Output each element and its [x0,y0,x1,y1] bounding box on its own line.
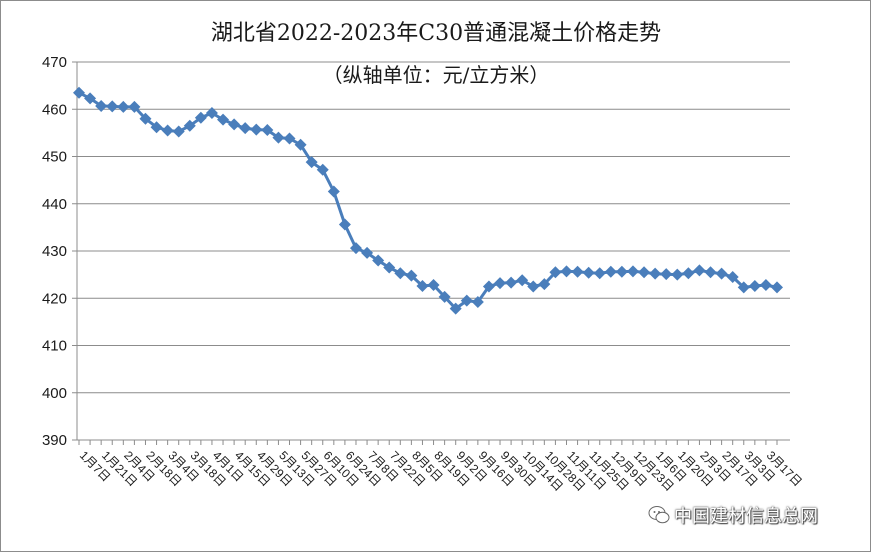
data-point [239,122,252,135]
data-point [560,265,573,278]
data-point [172,125,185,138]
data-point [505,276,518,289]
y-tick-label: 430 [42,243,67,260]
data-point [427,279,440,292]
y-tick-label: 460 [42,101,67,118]
y-tick-label: 410 [42,338,67,355]
data-point [106,100,119,113]
data-point [715,267,728,280]
data-point [205,107,218,120]
chart-subtitle: （纵轴单位：元/立方米） [323,63,550,87]
data-point [327,185,340,198]
y-tick-label: 400 [42,385,67,402]
data-point [349,242,362,255]
series-line [78,91,778,311]
data-point [372,254,385,267]
data-point [660,268,673,281]
data-point [183,119,196,132]
data-point [726,270,739,283]
data-point [538,278,551,291]
data-point [128,100,141,113]
y-tick-label: 420 [42,290,67,307]
data-point [693,264,706,277]
data-point [161,124,174,137]
data-point [771,281,783,294]
watermark: 中国建材信息总网 [648,502,818,528]
data-point [626,265,639,278]
data-point [704,266,717,279]
data-point [139,112,152,125]
data-point [527,280,540,293]
gridlines [77,61,790,441]
data-point [549,266,562,279]
y-tick-label: 440 [42,196,67,213]
data-point [84,92,97,105]
data-point [438,290,451,303]
y-tick-label: 390 [42,432,67,449]
price-series [73,86,783,315]
data-point [228,118,241,131]
data-point [305,156,318,169]
data-point [294,138,307,151]
data-point [494,277,507,290]
data-point [73,86,85,99]
y-tick-label: 450 [42,149,67,166]
wechat-icon [648,506,670,524]
data-point [150,121,163,134]
data-point [571,265,584,278]
data-point [217,113,230,126]
data-point [283,132,296,145]
data-point [383,261,396,274]
data-point [516,274,529,287]
data-point [649,267,662,280]
data-point [615,265,628,278]
data-point [471,296,484,309]
data-point [482,280,495,293]
data-point [117,100,130,113]
axes [72,61,790,445]
data-point [759,279,772,292]
data-point [416,279,429,292]
y-tick-labels: 390 400 410 420 430 440 450 460 470 [42,54,67,449]
data-point [250,123,263,136]
data-point [95,99,108,112]
data-point [394,267,407,280]
data-point [671,268,684,281]
data-point [737,281,750,294]
data-point [261,124,274,137]
y-tick-label: 470 [42,54,67,71]
data-point [194,111,207,124]
data-point [316,163,329,176]
data-point [604,265,617,278]
data-point [748,279,761,292]
data-point [593,267,606,280]
data-point [272,131,285,144]
data-point [449,302,462,315]
data-point [405,269,418,282]
data-point [361,246,374,259]
data-point [460,294,473,307]
data-point [638,266,651,279]
x-tick-labels: 1月7日1月21日2月4日2月18日3月4日3月18日4月1日4月15日4月29… [77,448,805,494]
chart-title: 湖北省2022-2023年C30普通混凝土价格走势 [211,21,661,46]
data-point [338,218,351,231]
watermark-text: 中国建材信息总网 [674,506,818,527]
data-point [582,266,595,279]
data-point [682,267,695,280]
